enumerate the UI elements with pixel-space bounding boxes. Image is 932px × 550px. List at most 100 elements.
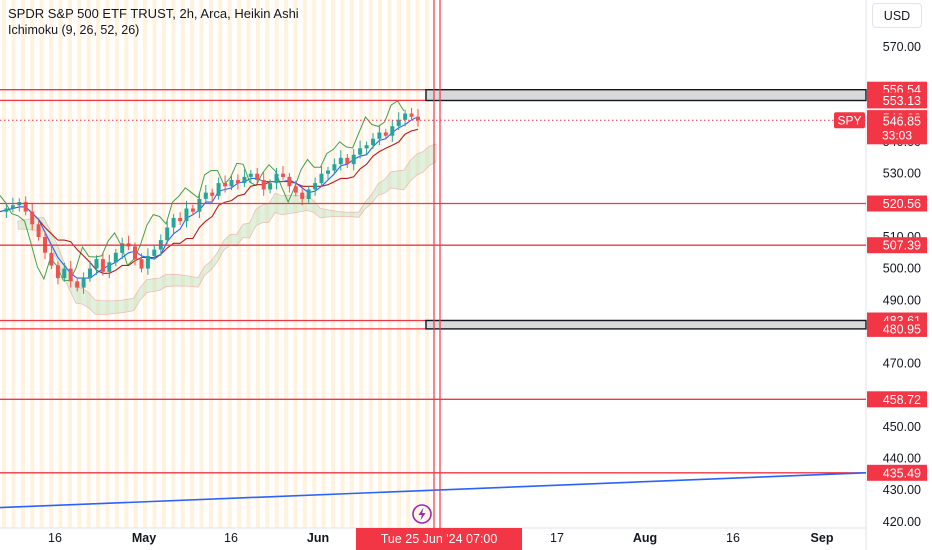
crosshair: Tue 25 Jun '24 07:00	[356, 0, 522, 550]
price-labels: 556.54553.13520.56507.39483.61480.95458.…	[834, 81, 927, 481]
base-line	[0, 128, 419, 274]
candle-body	[351, 154, 356, 165]
candle-body	[62, 268, 67, 279]
session-band	[425, 0, 430, 528]
candle-body	[145, 255, 150, 269]
time-axis: 16 May 16 Jun 17 Aug 16 Sep	[0, 527, 866, 545]
candle-body	[319, 173, 324, 184]
candle-body	[36, 224, 41, 237]
candle-body	[113, 252, 118, 263]
horizontal-levels[interactable]	[0, 88, 867, 509]
candle-body	[403, 113, 408, 120]
candle-body	[306, 189, 311, 199]
candle-body	[55, 265, 60, 279]
candle-body	[390, 126, 395, 136]
session-bands	[2, 0, 430, 528]
x-tick-label: Aug	[633, 531, 657, 545]
candle-body	[383, 132, 388, 136]
session-band	[152, 0, 157, 528]
session-band	[39, 0, 44, 528]
price-tag-bg	[867, 391, 927, 408]
candle-body	[396, 119, 401, 127]
candle-body	[107, 262, 112, 272]
candle-body	[190, 208, 195, 212]
session-band	[378, 0, 383, 528]
candle-body	[152, 249, 157, 256]
price-tag-bg	[867, 92, 927, 109]
candle-body	[210, 192, 215, 196]
candle-body	[326, 170, 330, 174]
candle-body	[332, 164, 337, 171]
session-band	[2, 0, 7, 528]
x-tick-label: 16	[224, 531, 238, 545]
candle-body	[216, 183, 221, 196]
session-band	[30, 0, 35, 528]
candle-body	[197, 199, 202, 212]
crosshair-time-label: Tue 25 Jun '24 07:00	[381, 532, 498, 546]
session-band	[58, 0, 63, 528]
candle-body	[178, 218, 183, 222]
x-tick-label: Jun	[307, 531, 329, 545]
session-band	[284, 0, 289, 528]
session-band	[246, 0, 251, 528]
candle-body	[223, 183, 228, 187]
candle-body	[30, 211, 35, 225]
candle-body	[358, 148, 363, 155]
trend-line	[0, 472, 867, 509]
price-tag-bg	[867, 237, 927, 254]
symbol-tag: SPY	[837, 113, 861, 127]
lagging-span	[0, 100, 405, 282]
session-band	[321, 0, 326, 528]
candle-body	[287, 176, 292, 187]
price-zone-box	[425, 319, 867, 330]
indicator-legend[interactable]: Ichimoku (9, 26, 52, 26)	[8, 23, 140, 37]
candle-body	[248, 173, 253, 177]
ichimoku-cloud	[17, 143, 437, 315]
session-band	[255, 0, 260, 528]
candle-body	[49, 252, 54, 266]
session-band	[171, 0, 176, 528]
session-band	[114, 0, 119, 528]
y-tick-label: 420.00	[883, 515, 921, 529]
candle-body	[235, 180, 240, 184]
session-band	[312, 0, 317, 528]
session-band	[67, 0, 72, 528]
price-tag: 520.56	[883, 197, 921, 211]
candle-body	[377, 132, 382, 139]
candle-body	[293, 186, 298, 193]
flash-icon[interactable]	[411, 503, 433, 525]
candle-body	[10, 205, 15, 209]
session-band	[368, 0, 373, 528]
candle-body	[300, 192, 305, 199]
crosshair-time-bg	[356, 528, 522, 550]
session-band	[143, 0, 148, 528]
session-band	[387, 0, 392, 528]
candle-body	[100, 259, 105, 272]
candle-body	[120, 243, 125, 253]
candle-body	[281, 173, 285, 177]
last-price-label: 546.85	[883, 114, 921, 128]
candle-body	[255, 173, 260, 180]
session-band	[208, 0, 213, 528]
y-tick-label: 450.00	[883, 420, 921, 434]
y-tick-label: 490.00	[883, 293, 921, 307]
y-tick-label: 530.00	[883, 167, 921, 181]
candle-body	[139, 259, 144, 269]
candle-body	[274, 173, 279, 184]
candle-body	[242, 176, 247, 184]
session-band	[124, 0, 129, 528]
candle-body	[364, 145, 369, 149]
candle-body	[81, 278, 86, 288]
x-tick-label: 17	[550, 531, 564, 545]
candle-body	[229, 180, 234, 187]
kumo-cloud	[17, 143, 437, 315]
session-band	[133, 0, 138, 528]
candle-body	[345, 157, 350, 165]
session-band	[77, 0, 82, 528]
session-band	[396, 0, 401, 528]
price-zone-box	[425, 88, 867, 102]
session-band	[415, 0, 420, 528]
currency-button[interactable]: USD	[872, 3, 922, 28]
price-tag: 458.72	[883, 393, 921, 407]
